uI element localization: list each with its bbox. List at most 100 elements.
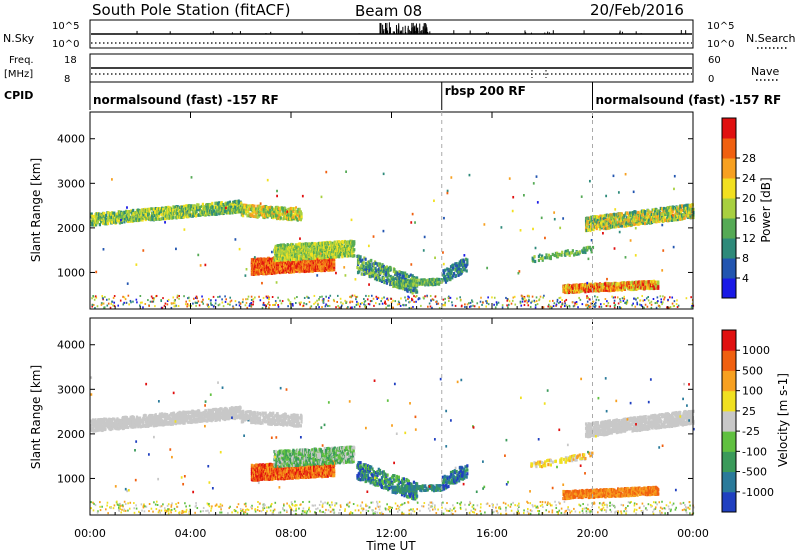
echo-cell (201, 209, 204, 213)
echo-cell (166, 299, 169, 302)
echo-cell (249, 302, 251, 305)
echo-cell (429, 305, 432, 308)
echo-cell (451, 304, 454, 307)
echo-cell (268, 306, 270, 309)
echo-cell (381, 297, 383, 300)
echo-cell (621, 213, 624, 218)
echo-cell (421, 281, 424, 285)
echo-cell (186, 303, 189, 306)
echo-cell (549, 255, 552, 259)
echo-cell (220, 201, 223, 205)
echo-cell (268, 267, 271, 271)
echo-cell (322, 298, 325, 301)
echo-cell (660, 215, 664, 219)
echo-cell (563, 305, 566, 308)
echo-cell (229, 206, 232, 210)
echo-cell (596, 283, 599, 287)
echo-cell (177, 209, 181, 213)
echo-cell (656, 296, 659, 299)
echo-cell (296, 243, 299, 247)
echo-cell (206, 207, 210, 211)
echo-cell (634, 283, 637, 287)
echo-cell (533, 255, 536, 259)
echo-cell (656, 218, 659, 222)
echo-cell (634, 305, 637, 308)
echo-cell (581, 303, 584, 306)
echo-cell (211, 212, 214, 216)
echo-cell (628, 215, 631, 219)
echo-cell (325, 303, 327, 306)
echo-cell (353, 254, 356, 258)
echo-cell (605, 305, 608, 308)
echo-cell (96, 220, 100, 224)
echo-cell (673, 305, 675, 308)
echo-cell (658, 219, 661, 224)
echo-cell (314, 264, 318, 268)
echo-cell (295, 245, 298, 249)
echo-cell (127, 212, 130, 216)
echo-cell (91, 216, 95, 221)
echo-cell (602, 218, 605, 223)
echo-cell (307, 248, 311, 252)
echo-cell (673, 217, 676, 221)
echo-cell (615, 282, 618, 286)
echo-cell (364, 257, 367, 261)
echo-cell (443, 269, 446, 273)
echo-cell (267, 258, 270, 262)
echo-cell (412, 285, 415, 289)
echo-cell (627, 218, 630, 222)
echo-cell (399, 272, 402, 277)
echo-cell (115, 217, 118, 221)
echo-cell (291, 243, 294, 247)
echo-cell (410, 276, 414, 280)
echo-cell (302, 245, 305, 249)
echo-cell (640, 220, 644, 224)
echo-cell (173, 299, 176, 302)
echo-cell (599, 219, 602, 223)
echo-cell (91, 303, 94, 306)
echo-cell (277, 296, 279, 299)
echo-cell (576, 250, 579, 254)
echo-cell (364, 271, 367, 276)
echo-cell (655, 301, 658, 304)
echo-cell (620, 216, 623, 220)
echo-cell (257, 206, 260, 210)
echo-cell (177, 206, 181, 210)
echo-cell (658, 209, 661, 213)
echo-cell (663, 216, 666, 220)
echo-cell (351, 240, 354, 244)
echo-cell (402, 279, 405, 283)
echo-cell (662, 209, 665, 213)
echo-cell (91, 297, 93, 300)
echo-cell (102, 297, 104, 300)
echo-cell (251, 210, 254, 214)
echo-cell (603, 220, 607, 224)
echo-cell (200, 204, 203, 209)
echo-cell (322, 268, 325, 272)
echo-cell (588, 287, 591, 291)
echo-cell (115, 214, 118, 218)
echo-cell (482, 301, 484, 304)
echo-cell (356, 258, 360, 263)
echo-cell (427, 305, 429, 308)
echo-cell (383, 280, 386, 285)
echo-cell (363, 272, 366, 276)
echo-cell (229, 300, 232, 303)
echo-cell (425, 279, 428, 283)
echo-cell (193, 209, 196, 214)
nave-tick-top: 60 (708, 55, 721, 66)
echo-cell (299, 242, 302, 246)
echo-cell (201, 295, 203, 298)
echo-cell (298, 255, 301, 259)
echo-cell (605, 213, 608, 217)
echo-cell (659, 211, 662, 215)
echo-cell (215, 212, 218, 216)
echo-cell (250, 302, 253, 305)
echo-cell (355, 296, 358, 299)
echo-cell (148, 207, 151, 211)
echo-cell (378, 303, 381, 306)
echo-cell (334, 249, 338, 253)
echo-cell (245, 301, 248, 304)
echo-cell (616, 222, 619, 226)
echo-cell (532, 259, 535, 263)
